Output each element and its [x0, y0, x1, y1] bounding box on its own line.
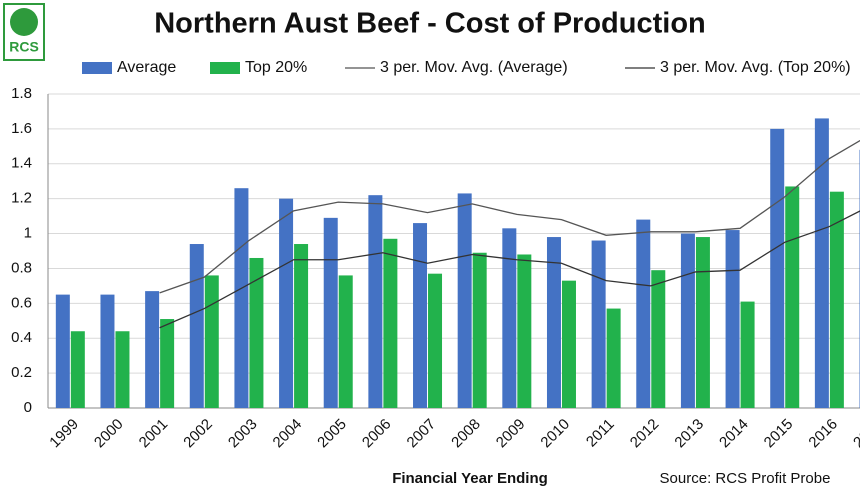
y-tick-label: 1: [24, 225, 32, 242]
y-tick-label: 1.2: [11, 190, 32, 207]
bar: [249, 257, 264, 408]
y-tick-label: 0.4: [11, 329, 32, 346]
x-tick-label: 2015: [761, 416, 797, 452]
x-tick-label: 2011: [583, 416, 618, 451]
x-tick-label: 2007: [404, 416, 440, 452]
x-tick-label: 2000: [91, 416, 127, 452]
y-tick-label: 1.6: [11, 120, 32, 137]
bar: [829, 191, 844, 408]
y-tick-label: 1.8: [11, 85, 32, 102]
x-tick-label: 2003: [225, 416, 261, 452]
x-tick-label: 2013: [671, 416, 707, 452]
legend-swatch: [210, 62, 240, 74]
legend-label: Top 20%: [245, 59, 307, 76]
logo-text: RCS: [9, 39, 39, 55]
y-tick-label: 0.8: [11, 259, 32, 276]
legend-label: Average: [117, 59, 176, 76]
bar: [457, 193, 472, 408]
bar: [279, 198, 294, 408]
bar: [502, 228, 517, 408]
x-tick-label: 2016: [805, 416, 841, 452]
x-axis-title: Financial Year Ending: [392, 470, 548, 487]
bar: [204, 275, 219, 408]
bar: [814, 118, 829, 408]
x-tick-label: 2009: [493, 416, 529, 452]
x-tick-label: 2008: [448, 416, 484, 452]
legend-label: 3 per. Mov. Avg. (Top 20%): [660, 59, 851, 76]
bar: [546, 237, 561, 408]
bar: [160, 319, 175, 408]
moving-average-line: [159, 139, 860, 294]
bar: [472, 252, 487, 408]
logo-sun: [10, 8, 38, 36]
x-tick-label: 2002: [180, 416, 216, 452]
bar: [338, 275, 353, 408]
bar: [561, 280, 576, 408]
bar: [725, 230, 740, 408]
bar: [785, 186, 800, 408]
bar: [428, 273, 443, 408]
bar: [695, 237, 710, 408]
x-tick-label: 2005: [314, 416, 350, 452]
bar: [115, 331, 130, 408]
x-tick-label: 2012: [627, 416, 663, 452]
y-tick-label: 0: [24, 399, 32, 416]
bar: [145, 291, 160, 408]
x-tick-label: 2004: [270, 416, 306, 452]
chart-title: Northern Aust Beef - Cost of Production: [154, 8, 706, 40]
x-tick-label: 2014: [716, 416, 752, 452]
x-tick-label: 2006: [359, 416, 395, 452]
y-tick-label: 1.4: [11, 155, 32, 172]
bar: [680, 233, 695, 408]
logo: RCS: [3, 3, 45, 61]
bar: [413, 223, 428, 408]
x-tick-label: 2001: [136, 416, 172, 452]
source-note: Source: RCS Profit Probe: [660, 470, 831, 487]
bar: [234, 188, 249, 408]
bar: [740, 301, 755, 408]
bar: [770, 128, 785, 408]
bar: [323, 217, 338, 408]
x-tick-label: 2010: [537, 416, 573, 452]
bar: [636, 219, 651, 408]
bar: [383, 238, 398, 408]
bar: [606, 308, 621, 408]
legend-swatch: [82, 62, 112, 74]
bar: [100, 294, 115, 408]
bar: [294, 244, 309, 408]
bar: [517, 254, 532, 408]
bar: [189, 244, 204, 408]
y-tick-label: 0.2: [11, 364, 32, 381]
legend-label: 3 per. Mov. Avg. (Average): [380, 59, 568, 76]
bar: [70, 331, 85, 408]
moving-average-line: [159, 210, 860, 329]
bar: [591, 240, 606, 408]
bar: [651, 270, 666, 408]
x-tick-label: 1999: [46, 416, 82, 452]
x-tick-label: 2017: [850, 416, 860, 452]
bar: [55, 294, 70, 408]
bar: [368, 195, 383, 408]
y-tick-label: 0.6: [11, 294, 32, 311]
